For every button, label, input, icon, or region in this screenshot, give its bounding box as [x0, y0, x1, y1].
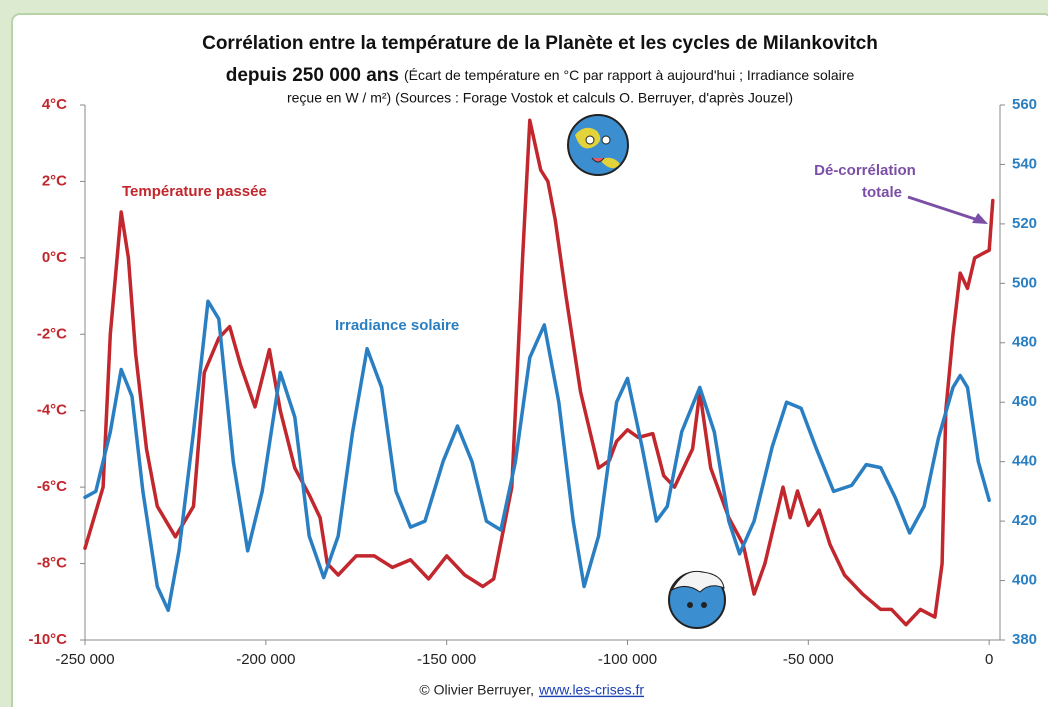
y-tick-label: -4°C — [37, 402, 67, 419]
y2-tick-label: 440 — [1012, 453, 1037, 470]
series-label: Irradiance solaire — [335, 317, 459, 334]
y2-tick-label: 420 — [1012, 512, 1037, 529]
series-line — [83, 118, 995, 627]
y-tick-label: -6°C — [37, 478, 67, 495]
y2-tick-label: 520 — [1012, 215, 1037, 232]
y-tick-label: -8°C — [37, 555, 67, 572]
y2-tick-label: 500 — [1012, 274, 1037, 291]
x-tick-label: 0 — [985, 651, 993, 668]
y-tick-label: 4°C — [42, 96, 67, 113]
subtitle: depuis 250 000 ans (Écart de température … — [226, 65, 855, 86]
annotation: Dé-corrélation — [814, 162, 916, 179]
series-label: Température passée — [122, 183, 267, 200]
y2-tick-label: 460 — [1012, 393, 1037, 410]
x-tick-label: -150 000 — [417, 651, 476, 668]
source: © Olivier Berruyer, — [419, 682, 534, 698]
cold-earth-icon — [668, 570, 726, 629]
annotation-arrowhead — [972, 213, 988, 224]
y2-tick-label: 480 — [1012, 334, 1037, 351]
y-tick-label: 0°C — [42, 249, 67, 266]
subtitle-text: (Écart de température en °C par rapport … — [404, 67, 854, 83]
x-tick-label: -250 000 — [55, 651, 114, 668]
x-tick-label: -200 000 — [236, 651, 295, 668]
chart-title: Corrélation entre la température de la P… — [202, 33, 878, 54]
y2-tick-label: 400 — [1012, 572, 1037, 589]
annotation-arrow — [907, 195, 979, 222]
annotation: totale — [862, 184, 902, 201]
y2-tick-label: 540 — [1012, 155, 1037, 172]
source-link[interactable]: www.les-crises.fr — [538, 682, 644, 698]
y2-tick-label: 560 — [1012, 96, 1037, 113]
y-tick-label: -2°C — [37, 325, 67, 342]
subtitle-bold: depuis 250 000 ans — [226, 65, 399, 86]
y2-tick-label: 380 — [1012, 631, 1037, 648]
x-tick-label: -50 000 — [783, 651, 834, 668]
y-tick-label: -10°C — [28, 631, 67, 648]
y-tick-label: 2°C — [42, 172, 67, 189]
series-line — [83, 299, 991, 613]
x-tick-label: -100 000 — [598, 651, 657, 668]
subtitle-2: reçue en W / m²) (Sources : Forage Vosto… — [287, 90, 793, 106]
hot-earth-icon — [567, 114, 629, 176]
